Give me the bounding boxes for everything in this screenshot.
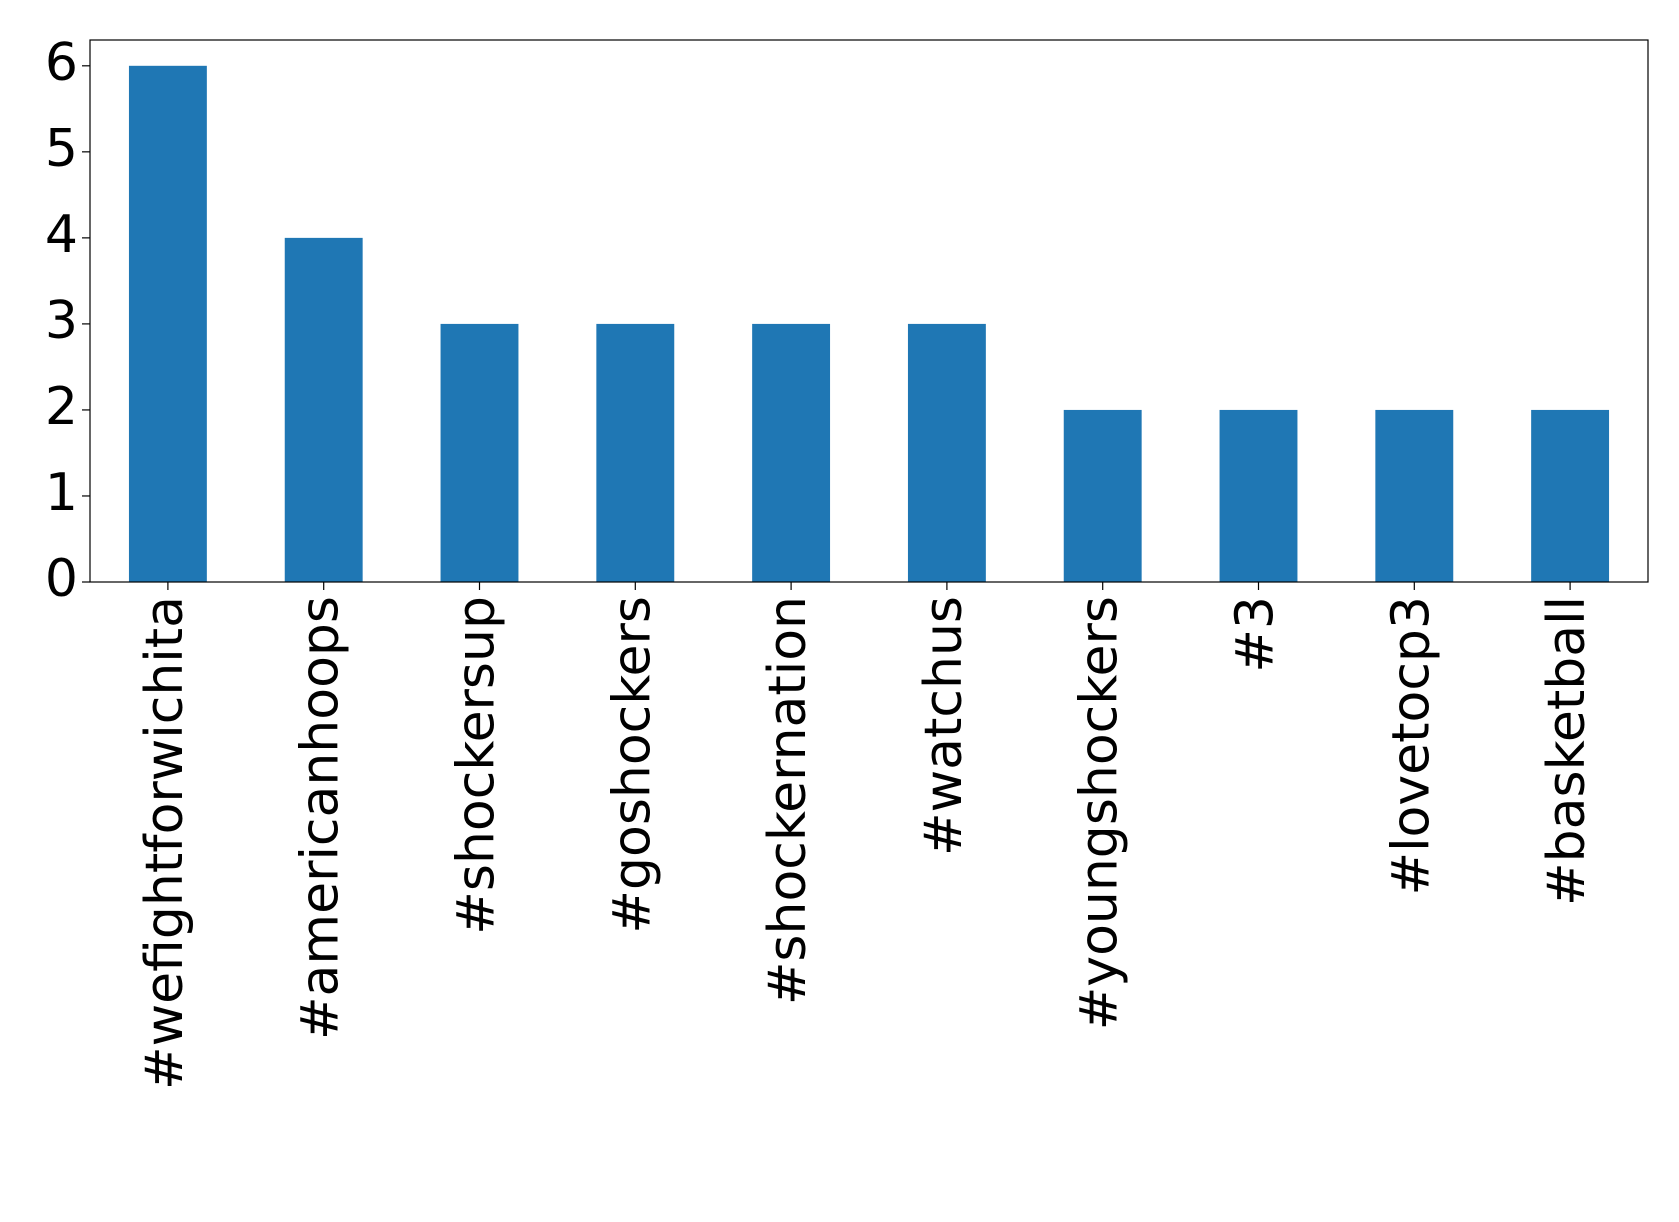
y-tick-label: 1 — [45, 463, 78, 523]
bar — [440, 323, 519, 582]
y-tick-label: 6 — [45, 33, 78, 93]
x-tick-label: #youngshockers — [1070, 596, 1130, 1030]
bar — [596, 323, 675, 582]
x-tick-label: #basketball — [1537, 596, 1597, 906]
x-tick-label: #watchus — [914, 596, 974, 856]
y-tick-label: 2 — [45, 377, 78, 437]
bar — [1375, 409, 1454, 582]
x-tick-label: #3 — [1226, 596, 1286, 673]
bar — [752, 323, 831, 582]
bar — [128, 65, 207, 583]
x-tick-label: #goshockers — [602, 596, 662, 934]
y-tick-label: 3 — [45, 291, 78, 351]
bar — [1219, 409, 1298, 582]
plot-frame — [89, 39, 1649, 583]
x-tick-label: #lovetocp3 — [1381, 596, 1441, 895]
bar — [1531, 409, 1610, 582]
y-tick-label: 5 — [45, 119, 78, 179]
y-tick-label: 4 — [45, 205, 78, 265]
x-tick-label: #shockersup — [447, 596, 507, 935]
y-tick-label: 0 — [45, 549, 78, 609]
bar — [1063, 409, 1142, 582]
bar — [907, 323, 986, 582]
x-tick-label: #wefightforwichita — [135, 596, 195, 1090]
x-tick-label: #shockernation — [758, 596, 818, 1005]
x-tick-label: #americanhoops — [291, 596, 351, 1040]
bar — [284, 237, 363, 582]
